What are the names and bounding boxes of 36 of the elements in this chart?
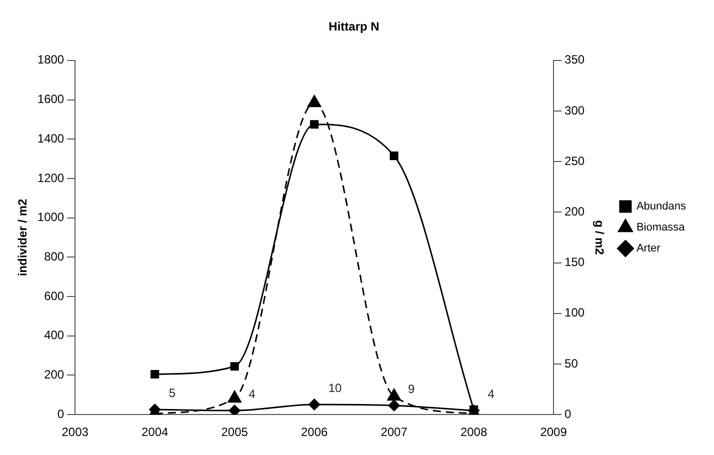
- data-label: 10: [328, 380, 342, 395]
- data-label: 5: [168, 386, 176, 400]
- y-tick-label: 200: [44, 368, 64, 382]
- y-tick-label: 1000: [37, 210, 64, 224]
- y-tick-label: 1600: [37, 92, 64, 106]
- y2-tick-label: 200: [564, 204, 585, 219]
- legend-label: Abundans: [636, 200, 686, 213]
- x-tick-label: 2009: [540, 425, 568, 440]
- y-tick-label: 400: [44, 328, 64, 342]
- y2-tick-label: 250: [564, 154, 585, 168]
- x-tick-label: 2003: [62, 425, 89, 440]
- legend-label: Arter: [636, 242, 661, 255]
- x-tick-label: 2005: [221, 425, 248, 440]
- y-tick-label: 0: [57, 406, 64, 421]
- y2-tick-label: 150: [564, 255, 585, 270]
- data-label: 9: [408, 382, 416, 396]
- y-tick-label: 1400: [37, 131, 64, 146]
- y2-tick-label: 350: [564, 52, 585, 67]
- legend-label: Biomassa: [636, 222, 686, 234]
- y-axis-title: individer / m2: [16, 198, 30, 276]
- y2-tick-label: 50: [564, 356, 578, 370]
- x-tick-label: 2004: [141, 425, 169, 440]
- x-tick-label: 2007: [380, 425, 408, 440]
- y-tick-label: 1800: [37, 52, 64, 67]
- x-tick-label: 2008: [460, 425, 488, 440]
- y2-tick-label: 100: [564, 306, 585, 320]
- y-tick-label: 1200: [37, 170, 64, 185]
- y2-axis-title: g / m2: [592, 220, 606, 256]
- data-label: 4: [488, 386, 495, 401]
- x-tick-label: 2006: [300, 425, 328, 440]
- chart-title: Hittarp N: [328, 20, 380, 34]
- y2-tick-label: 0: [564, 406, 572, 421]
- y-tick-label: 600: [44, 288, 64, 303]
- y-tick-label: 800: [44, 249, 64, 264]
- y2-tick-label: 300: [564, 103, 585, 118]
- data-label: 4: [248, 386, 256, 401]
